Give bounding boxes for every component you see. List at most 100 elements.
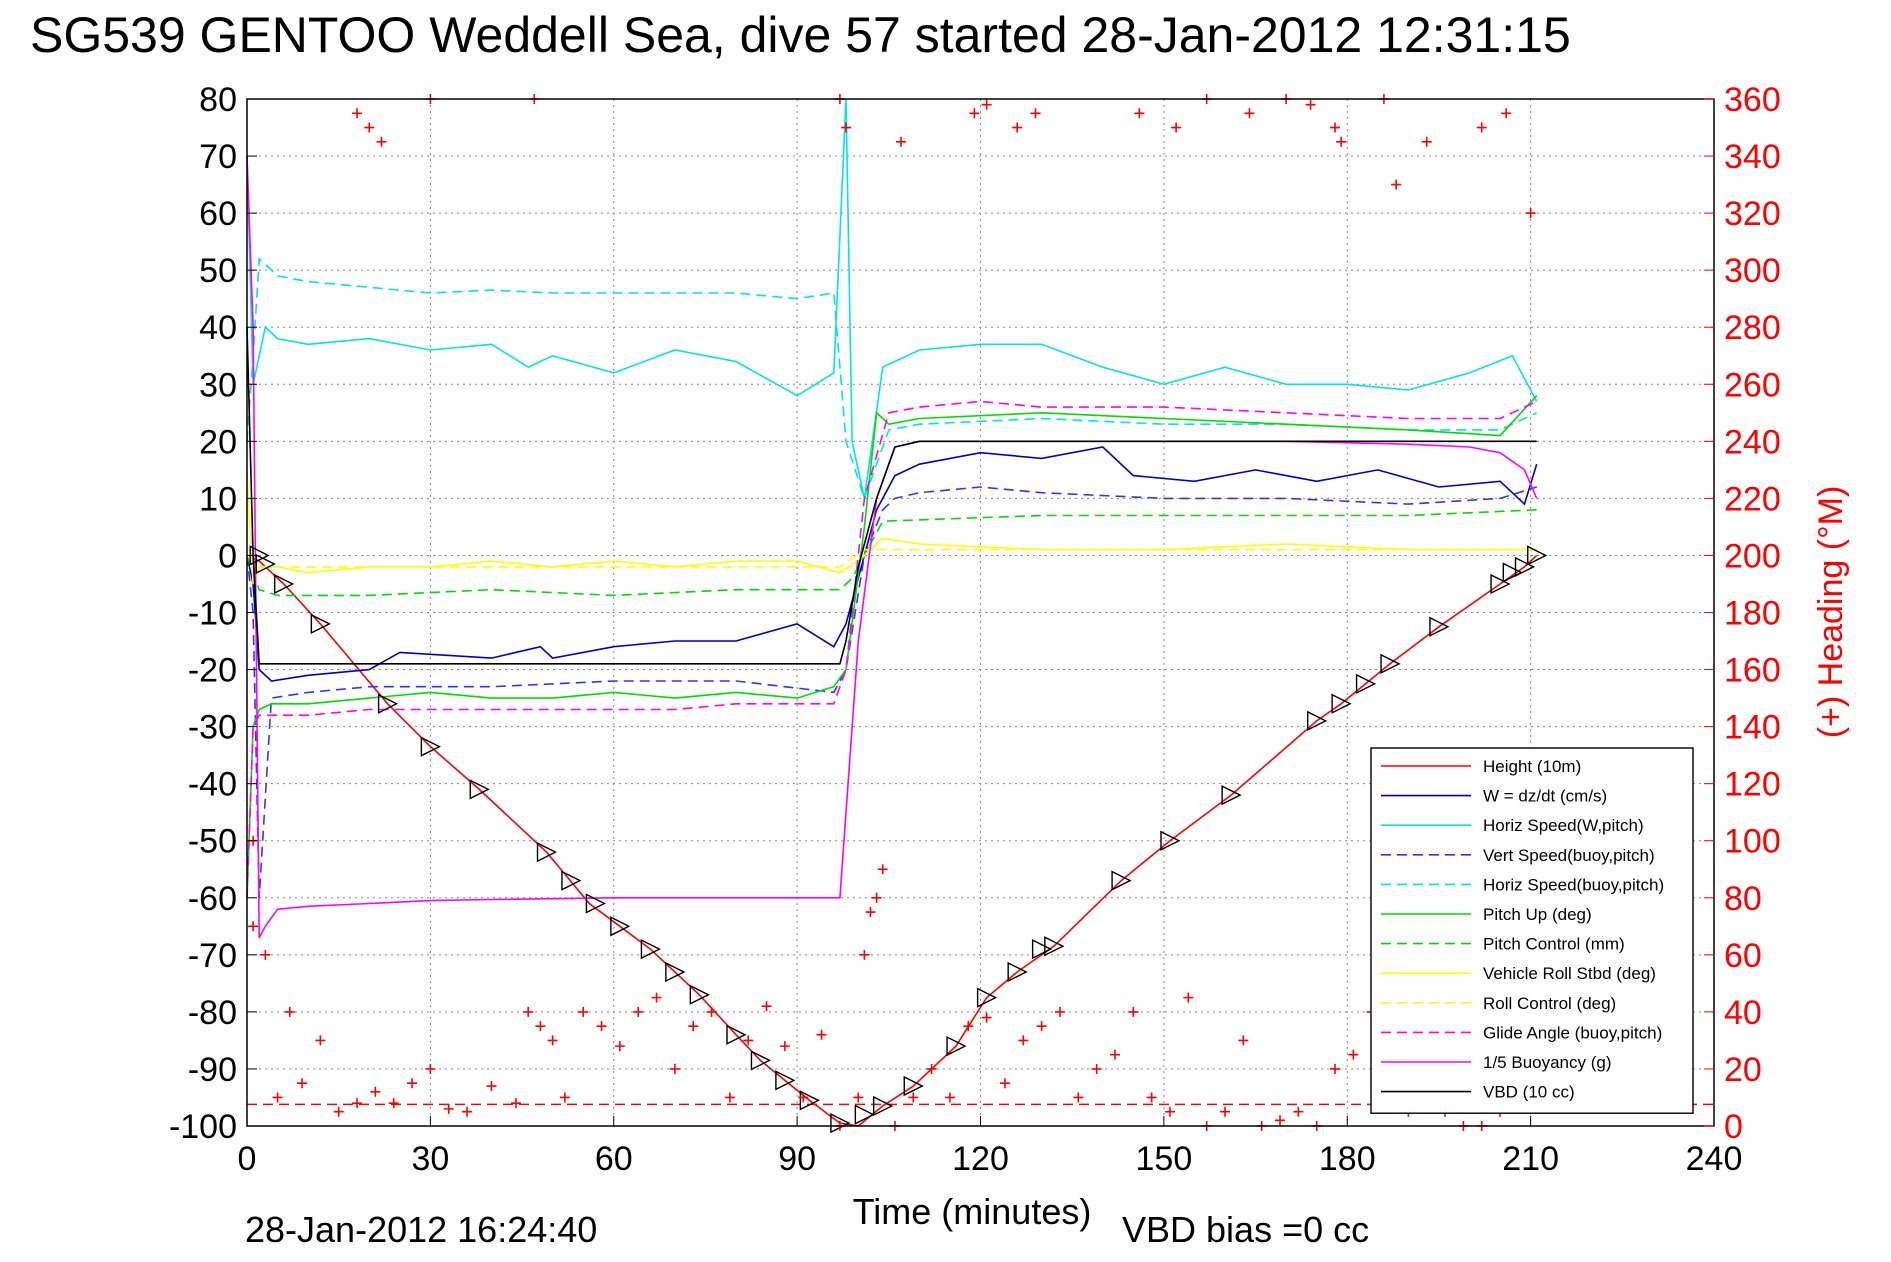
left-tick-label: -90 <box>188 1051 237 1089</box>
left-tick-label: -10 <box>188 595 237 633</box>
heading-point <box>1244 108 1255 119</box>
heading-point <box>669 1063 680 1074</box>
right-tick-label: 100 <box>1724 823 1781 861</box>
series-line-vspeed_buoy <box>246 486 1537 898</box>
heading-point <box>816 1029 827 1040</box>
heading-point <box>1183 992 1194 1003</box>
bottom-tick-label: 0 <box>238 1140 257 1178</box>
right-tick-label: 80 <box>1724 880 1762 918</box>
dive-marker <box>1221 784 1242 806</box>
heading-point <box>1036 1021 1047 1032</box>
heading-point <box>981 1012 992 1023</box>
heading-point <box>1275 1115 1286 1126</box>
right-tick-label: 160 <box>1724 652 1781 690</box>
footer-vbd-bias: VBD bias =0 cc <box>1122 1209 1369 1250</box>
heading-point <box>969 108 980 119</box>
left-tick-label: 30 <box>199 366 237 404</box>
heading-point <box>761 1001 772 1012</box>
heading-point <box>963 1021 974 1032</box>
heading-point <box>523 1006 534 1017</box>
heading-point <box>1164 1106 1175 1117</box>
right-tick-label: 220 <box>1724 480 1781 518</box>
heading-point <box>297 1078 308 1089</box>
heading-point <box>1391 179 1402 190</box>
heading-point <box>388 1098 399 1109</box>
heading-point <box>443 1103 454 1114</box>
legend-label: Vert Speed(buoy,pitch) <box>1483 846 1655 865</box>
dive-marker <box>640 938 661 960</box>
heading-point <box>633 1006 644 1017</box>
heading-point <box>547 1035 558 1046</box>
left-tick-label: 50 <box>199 252 237 290</box>
bottom-tick-label: 30 <box>411 1140 449 1178</box>
heading-point <box>1091 1063 1102 1074</box>
dive-marker <box>1502 562 1523 583</box>
legend-label: Horiz Speed(W,pitch) <box>1483 816 1644 835</box>
series-line-glide <box>246 400 1538 898</box>
heading-point <box>1421 136 1432 147</box>
heading-point <box>596 1021 607 1032</box>
left-tick-label: -20 <box>188 652 237 690</box>
heading-point <box>559 1092 570 1103</box>
legend-label: Height (10m) <box>1483 757 1581 776</box>
right-tick-label: 200 <box>1724 537 1781 575</box>
legend-label: Pitch Control (mm) <box>1483 935 1625 954</box>
dive-marker <box>310 613 331 635</box>
heading-point <box>1238 1035 1249 1046</box>
dive-marker <box>610 916 631 937</box>
dive-marker <box>689 984 710 1005</box>
heading-point <box>1030 108 1041 119</box>
heading-point <box>535 1021 546 1032</box>
heading-point <box>1134 108 1145 119</box>
series-line-hspeed_buoy <box>246 257 1538 501</box>
left-tick-label: -100 <box>169 1108 237 1146</box>
left-tick-label: -50 <box>188 823 237 861</box>
chart-title: SG539 GENTOO Weddell Sea, dive 57 starte… <box>30 7 1571 63</box>
dive-marker <box>775 1070 796 1091</box>
dive-marker <box>665 961 686 983</box>
heading-point <box>1073 1092 1084 1103</box>
legend: Height (10m) W = dz/dt (cm/s) Horiz Speed(… <box>1370 747 1694 1114</box>
heading-point <box>743 1035 754 1046</box>
heading-point <box>1501 108 1512 119</box>
bottom-tick-label: 240 <box>1686 1140 1743 1178</box>
heading-point <box>333 1106 344 1117</box>
left-axis: -100-90-80-70-60-50-40-30-20-10010203040… <box>169 81 257 1146</box>
legend-label: Vehicle Roll Stbd (deg) <box>1483 964 1656 983</box>
dive-marker <box>469 779 490 800</box>
right-tick-label: 320 <box>1724 195 1781 233</box>
bottom-tick-label: 60 <box>595 1140 633 1178</box>
heading-point <box>1330 1063 1341 1074</box>
right-axis: 0 20 40 60 80 100 120 140 160 180 200 220 240 260 280 3… <box>1704 81 1781 1146</box>
right-tick-label: 180 <box>1724 595 1781 633</box>
heading-point <box>272 1092 283 1103</box>
series-line-roll <box>246 469 1537 585</box>
heading-point <box>1128 1006 1139 1017</box>
dive-marker <box>1306 710 1328 732</box>
footer-timestamp: 28-Jan-2012 16:24:40 <box>245 1209 597 1250</box>
dive-marker <box>561 870 582 891</box>
heading-point <box>944 1092 955 1103</box>
heading-point <box>1330 122 1341 133</box>
legend-label: Glide Angle (buoy,pitch) <box>1483 1023 1662 1042</box>
left-tick-label: 70 <box>199 138 237 176</box>
dive-marker <box>1380 653 1401 674</box>
heading-point <box>510 1098 521 1109</box>
right-tick-label: 120 <box>1724 766 1781 804</box>
dive-marker <box>976 987 998 1008</box>
heading-point <box>370 1086 381 1097</box>
heading-point <box>865 907 876 918</box>
dive-markers <box>249 545 1548 1134</box>
heading-point <box>1109 1049 1120 1060</box>
right-tick-label: 240 <box>1724 423 1781 461</box>
dive-marker <box>873 1095 894 1117</box>
dive-marker <box>750 1050 772 1071</box>
dive-marker <box>585 893 606 914</box>
bottom-tick-label: 150 <box>1136 1140 1193 1178</box>
left-tick-label: -80 <box>188 994 237 1032</box>
dive-marker <box>1007 961 1028 983</box>
heading-point <box>926 1063 937 1074</box>
bottom-axis: 0 30 60 90 120 150 180 210 240 <box>238 1116 1743 1178</box>
right-tick-label: 60 <box>1724 937 1762 975</box>
heading-point <box>999 1078 1010 1089</box>
